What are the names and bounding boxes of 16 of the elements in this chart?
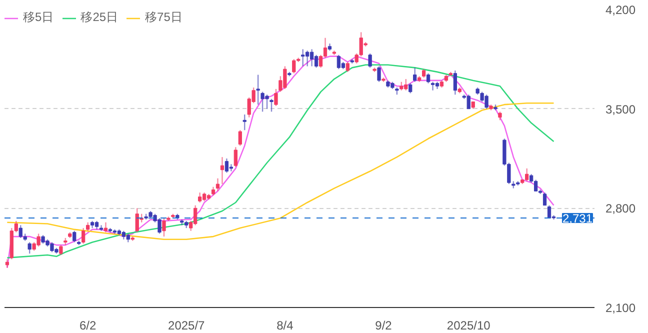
x-tick-label: 8/4: [276, 318, 294, 332]
y-tick-label: 2,100: [606, 301, 636, 315]
line-series: [6, 102, 554, 240]
y-tick-label: 3,500: [606, 102, 636, 116]
candlestick: [430, 81, 435, 91]
candlestick: [542, 192, 547, 206]
y-tick-label: 2,800: [606, 202, 636, 216]
x-tick-label: 2025/7: [168, 318, 206, 332]
x-tick-label: 9/2: [375, 318, 392, 332]
y-tick-label: 4,200: [606, 3, 636, 17]
x-tick-label: 6/2: [79, 318, 96, 332]
legend-label: 移25日: [80, 9, 118, 26]
ref-line-label: 2,731: [562, 211, 593, 226]
x-tick-label: 2025/10: [446, 318, 491, 332]
legend-label: 移5日: [23, 9, 54, 26]
legend-label: 移75日: [145, 9, 182, 26]
